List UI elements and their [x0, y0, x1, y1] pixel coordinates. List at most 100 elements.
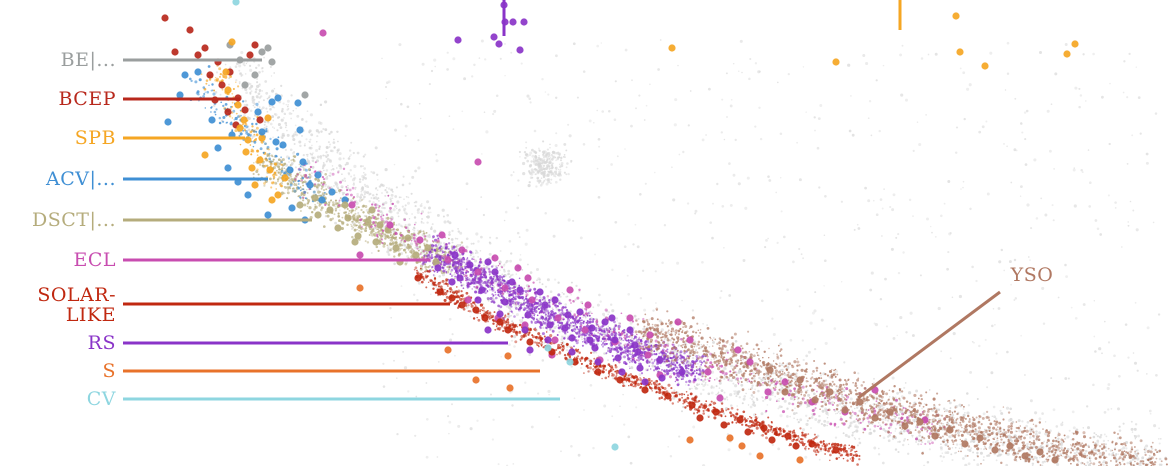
cloud-dot — [1093, 335, 1096, 338]
cloud-dot — [566, 162, 569, 165]
cloud-dot — [418, 245, 422, 249]
cloud-dot — [354, 186, 357, 189]
cloud-dot — [954, 151, 958, 154]
cloud-dot — [562, 156, 565, 158]
cloud-dot — [1001, 412, 1004, 415]
cloud-dot — [358, 199, 362, 203]
cloud-dot — [534, 151, 538, 154]
cloud-dot — [316, 135, 319, 138]
cloud-dot — [840, 200, 844, 203]
cloud-dot — [696, 383, 699, 387]
cloud-dot — [616, 320, 618, 322]
cloud-dot — [377, 217, 380, 220]
cloud-dot — [298, 163, 301, 166]
cloud-dot — [918, 434, 921, 437]
cloud-dot — [624, 48, 628, 52]
cloud-dot — [413, 293, 416, 296]
cloud-dot — [779, 391, 781, 394]
cloud-dot — [746, 176, 750, 180]
cloud-dot — [629, 350, 632, 353]
cloud-dot — [350, 141, 353, 144]
cloud-dot — [1082, 303, 1086, 306]
cloud-dot — [545, 182, 549, 186]
cloud-dot — [549, 146, 551, 149]
cloud-dot — [298, 171, 301, 174]
cloud-dot — [638, 94, 641, 97]
cloud-dot — [558, 172, 562, 176]
cloud-dot — [941, 452, 944, 454]
cloud-dot — [982, 459, 985, 462]
cloud-dot — [538, 149, 541, 153]
cloud-dot — [448, 231, 451, 234]
cloud-dot — [348, 212, 350, 215]
cloud-dot — [272, 89, 274, 92]
cloud-dot — [651, 364, 655, 368]
cloud-dot — [990, 371, 994, 375]
cloud-dot — [717, 391, 720, 394]
cloud-dot — [820, 398, 823, 401]
cloud-dot — [532, 160, 535, 162]
cloud-dot — [394, 195, 398, 198]
cloud-dot — [358, 180, 362, 184]
cloud-dot — [368, 234, 371, 236]
cloud-dot — [746, 380, 749, 383]
cloud-dot — [1124, 323, 1128, 326]
cloud-dot — [789, 338, 793, 342]
cloud-dot — [581, 307, 584, 310]
cloud-dot — [928, 448, 931, 451]
cloud-dot — [635, 406, 638, 409]
cloud-dot — [1132, 352, 1135, 354]
cloud-dot — [321, 167, 324, 170]
cloud-dot — [506, 273, 510, 276]
cloud-dot — [644, 182, 647, 185]
cloud-dot — [423, 235, 427, 238]
cloud-dot — [329, 143, 332, 146]
cloud-dot — [869, 428, 872, 431]
cloud-dot — [872, 429, 876, 433]
cloud-dot — [519, 254, 522, 256]
cloud-dot — [709, 221, 712, 224]
cloud-dot — [821, 409, 825, 413]
cloud-dot — [414, 200, 418, 204]
cloud-dot — [339, 209, 341, 211]
cloud-dot — [527, 184, 531, 188]
cloud-dot — [835, 388, 837, 391]
cloud-dot — [1040, 197, 1043, 200]
cloud-dot — [911, 436, 914, 438]
cloud-dot — [736, 405, 739, 407]
cloud-dot — [529, 101, 532, 104]
cloud-dot — [901, 443, 905, 447]
cloud-dot — [519, 156, 521, 158]
cloud-dot — [1029, 436, 1032, 439]
cloud-dot — [311, 156, 314, 159]
cloud-dot — [341, 222, 345, 226]
cloud-dot — [281, 136, 284, 140]
cloud-dot — [366, 241, 370, 244]
cloud-dot — [1118, 429, 1122, 432]
cloud-dot — [269, 122, 273, 126]
cloud-dot — [494, 293, 497, 296]
cloud-dot — [451, 333, 454, 336]
cloud-dot — [749, 405, 753, 409]
cloud-dot — [515, 273, 518, 275]
cloud-dot — [292, 109, 295, 112]
cloud-dot — [255, 88, 258, 91]
cloud-dot — [370, 225, 373, 228]
cloud-dot — [351, 186, 355, 190]
cloud-dot — [701, 138, 705, 142]
cloud-dot — [1038, 431, 1041, 435]
cloud-dot — [892, 336, 896, 340]
cloud-dot — [341, 179, 344, 182]
cloud-dot — [620, 339, 623, 342]
cloud-dot — [538, 318, 541, 321]
cloud-dot — [400, 102, 403, 106]
cloud-dot — [995, 459, 998, 462]
cloud-dot — [372, 171, 376, 175]
cloud-dot — [713, 378, 716, 381]
cloud-dot — [449, 273, 452, 276]
cloud-dot — [447, 251, 450, 254]
cloud-dot — [553, 174, 556, 177]
cloud-dot — [390, 218, 393, 221]
cloud-dot — [671, 166, 673, 169]
cloud-dot — [777, 407, 780, 410]
